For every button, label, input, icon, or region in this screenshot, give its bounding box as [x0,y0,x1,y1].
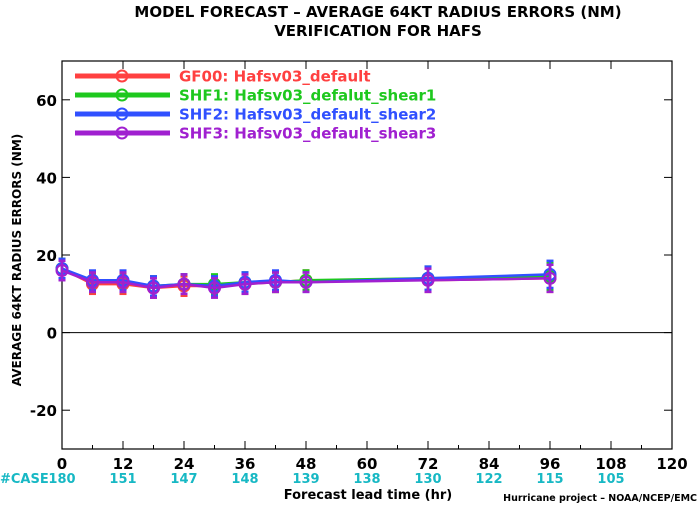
x-tick-label: 120 [656,455,687,473]
legend-swatch-marker [115,107,129,121]
x-axis-label: Forecast lead time (hr) [284,488,452,503]
y-tick-label: 40 [36,169,57,187]
y-tick-label: 0 [47,325,57,343]
legend-swatch-marker [115,126,129,140]
x-tick-label: 108 [595,455,626,473]
legend-label: GF00: Hafsv03_default [179,68,370,86]
data-point [421,273,435,287]
x-tick-label: 36 [235,455,256,473]
data-point [238,277,252,291]
case-count-value: 148 [231,472,258,487]
legend-item: SHF3: Hafsv03_default_shear3 [75,125,436,143]
x-tick-label: 72 [418,455,439,473]
case-count-value: 139 [292,472,319,487]
y-tick-label: 60 [36,92,57,110]
plot-area: -20 0 20 40 60 0 12 24 36 48 60 72 84 96 108 120 GF00: H… [30,60,688,487]
case-count-value: 151 [109,472,136,487]
data-point [299,275,313,289]
x-tick-label: 24 [174,455,195,473]
legend-item: SHF1: Hafsv03_defalut_shear1 [75,87,436,105]
x-tick-label: 96 [540,455,561,473]
data-point [116,275,130,289]
x-tick-label: 12 [113,455,134,473]
x-tick-label: 60 [357,455,378,473]
legend-swatch-marker [115,69,129,83]
legend-label: SHF2: Hafsv03_default_shear2 [179,106,436,124]
data-point [86,275,99,289]
legend-label: SHF3: Hafsv03_default_shear3 [179,125,436,143]
case-count-value: 180 [48,472,75,487]
case-count-value: 105 [597,472,624,487]
legend-swatch-marker [115,88,129,102]
data-point [269,275,282,289]
data-point [55,264,69,278]
legend-item: SHF2: Hafsv03_default_shear2 [75,106,436,124]
case-count-value: 138 [353,472,380,487]
y-tick-label: 20 [36,247,57,265]
case-count-value: 147 [170,472,197,487]
case-count-value: 115 [536,472,563,487]
y-axis-label: AVERAGE 64KT RADIUS ERRORS (NM) [10,134,24,386]
x-tick-label: 48 [296,455,317,473]
x-tick-label: 84 [479,455,500,473]
legend-label: SHF1: Hafsv03_defalut_shear1 [179,87,436,105]
credit-text: Hurricane project – NOAA/NCEP/EMC [503,493,697,504]
data-point [208,281,221,295]
chart-title: MODEL FORECAST – AVERAGE 64KT RADIUS ERR… [134,3,621,21]
case-count-value: 122 [475,472,502,487]
series-group [55,259,557,299]
y-tick-label: -20 [30,402,57,420]
chart-subtitle: VERIFICATION FOR HAFS [274,22,482,40]
case-count-value: 130 [414,472,441,487]
data-point [177,277,191,291]
data-point [543,271,557,285]
legend-item: GF00: Hafsv03_default [75,68,370,86]
case-count-label: #CASE [0,472,49,487]
x-tick-label: 0 [57,455,67,473]
data-point [147,281,160,295]
